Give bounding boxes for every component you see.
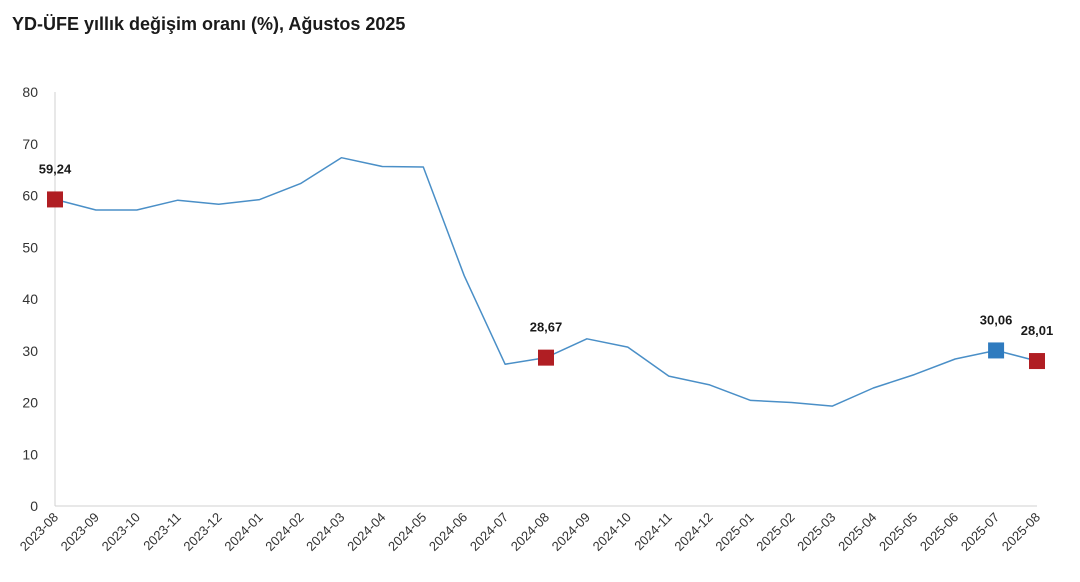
data-label: 28,67 (530, 320, 563, 335)
x-tick-label: 2024-08 (508, 510, 552, 554)
data-label: 30,06 (980, 312, 1013, 327)
x-tick-label: 2025-08 (999, 510, 1043, 554)
y-axis-ticks: 0 10 20 30 40 50 60 70 80 (22, 84, 38, 514)
y-tick-label: 70 (22, 136, 38, 152)
highlight-marker (538, 349, 554, 366)
x-tick-label: 2023-09 (58, 510, 102, 554)
x-tick-label: 2023-10 (99, 510, 143, 554)
highlight-markers (47, 191, 1045, 370)
x-tick-label: 2023-11 (140, 510, 184, 554)
x-tick-label: 2024-07 (467, 510, 511, 554)
data-label: 28,01 (1021, 323, 1054, 338)
data-label: 59,24 (39, 161, 72, 176)
x-tick-label: 2024-01 (221, 510, 265, 554)
series-group (54, 156, 1038, 407)
chart-axes (54, 92, 1037, 507)
x-tick-label: 2023-08 (17, 510, 61, 554)
x-tick-label: 2024-12 (671, 510, 715, 554)
x-tick-label: 2025-06 (917, 510, 961, 554)
x-tick-label: 2024-05 (385, 510, 429, 554)
data-labels: 59,24 28,67 30,06 28,01 (39, 161, 1054, 338)
x-tick-label: 2025-03 (794, 510, 838, 554)
y-tick-label: 10 (22, 446, 38, 462)
x-tick-label: 2025-04 (835, 510, 879, 554)
highlight-marker (1029, 353, 1045, 370)
y-tick-label: 20 (22, 395, 38, 411)
y-tick-label: 0 (30, 498, 38, 514)
x-tick-label: 2024-04 (344, 510, 388, 554)
chart-title: YD-ÜFE yıllık değişim oranı (%), Ağustos… (12, 14, 406, 34)
x-tick-label: 2025-07 (958, 510, 1002, 554)
x-tick-label: 2024-06 (426, 510, 470, 554)
y-tick-label: 30 (22, 343, 38, 359)
x-tick-label: 2024-02 (262, 510, 306, 554)
x-tick-label: 2025-05 (876, 510, 920, 554)
x-tick-label: 2024-10 (590, 510, 634, 554)
x-tick-label: 2023-12 (180, 510, 224, 554)
x-tick-label: 2024-09 (549, 510, 593, 554)
x-tick-label: 2025-01 (712, 510, 756, 554)
y-tick-label: 60 (22, 188, 38, 204)
y-tick-label: 40 (22, 291, 38, 307)
highlight-marker (988, 342, 1005, 359)
series-line (54, 156, 1038, 407)
x-axis-ticks: 2023-082023-092023-102023-112023-122024-… (17, 510, 1043, 554)
x-tick-label: 2024-03 (303, 510, 347, 554)
y-tick-label: 80 (22, 84, 38, 100)
y-tick-label: 50 (22, 239, 38, 255)
x-tick-label: 2025-02 (753, 510, 797, 554)
highlight-marker (47, 191, 63, 208)
x-tick-label: 2024-11 (631, 510, 675, 554)
